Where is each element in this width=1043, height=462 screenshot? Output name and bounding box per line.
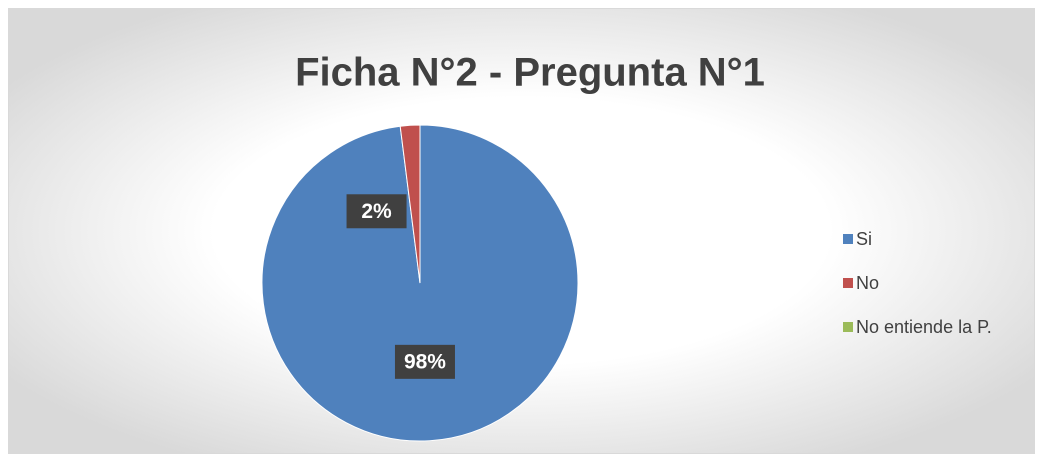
data-label-box [346, 194, 407, 229]
legend-label: No [856, 273, 879, 293]
chart-title: Ficha N°2 - Pregunta N°1 [295, 51, 765, 95]
pie [261, 124, 579, 442]
legend-label: No entiende la P. [856, 317, 992, 337]
data-labels: 98% 2% [346, 194, 455, 379]
legend-swatch [843, 278, 853, 288]
legend-swatch [843, 234, 853, 244]
data-label-box [394, 344, 455, 379]
legend: Si No No entiende la P. [843, 229, 992, 337]
data-label: 98% [404, 350, 446, 373]
pie-slice [399, 124, 421, 284]
legend-label: Si [856, 229, 872, 249]
data-label: 2% [361, 200, 392, 223]
legend-swatch [843, 322, 853, 332]
